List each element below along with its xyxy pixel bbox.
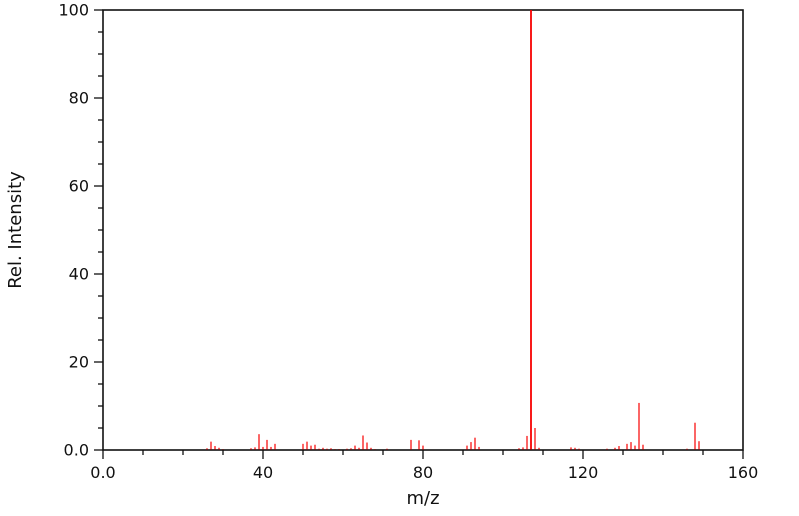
x-tick-label: 160 <box>728 463 759 482</box>
y-tick-label: 0.0 <box>64 441 89 460</box>
x-tick-label: 120 <box>568 463 599 482</box>
x-tick-label: 0.0 <box>90 463 115 482</box>
x-tick-labels: 0.0 40 80 120 160 <box>90 463 758 482</box>
plot-frame <box>102 9 744 451</box>
x-axis-label: m/z <box>406 488 439 509</box>
y-tick-label: 100 <box>58 1 89 20</box>
x-tick-label: 80 <box>413 463 433 482</box>
y-tick-labels: 0.0 20 40 60 80 100 <box>58 1 89 460</box>
y-tick-label: 20 <box>69 353 89 372</box>
x-ticks <box>102 450 744 459</box>
y-axis-label: Rel. Intensity <box>5 171 26 289</box>
x-tick-label: 40 <box>253 463 273 482</box>
y-ticks <box>94 9 103 451</box>
y-tick-label: 80 <box>69 89 89 108</box>
peaks <box>206 10 700 450</box>
y-tick-label: 40 <box>69 265 89 284</box>
y-tick-label: 60 <box>69 177 89 196</box>
